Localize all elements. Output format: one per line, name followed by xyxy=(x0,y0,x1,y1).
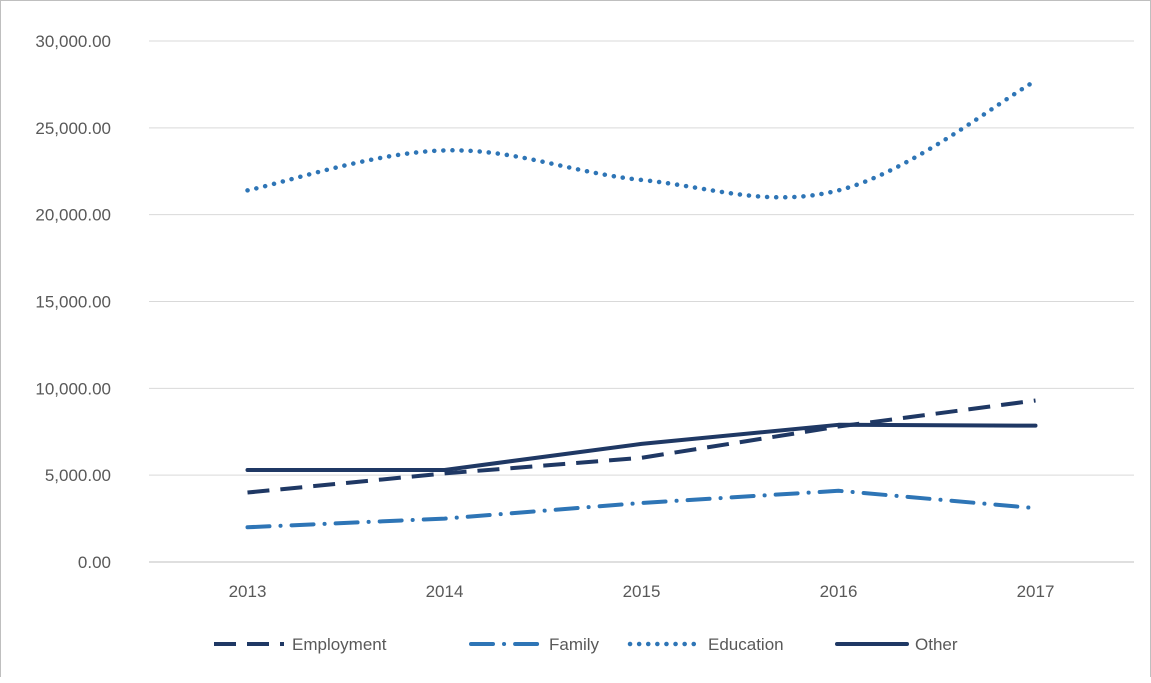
x-tick-label: 2015 xyxy=(623,582,661,601)
y-tick-label: 25,000.00 xyxy=(35,119,111,138)
gridlines xyxy=(149,40,1134,563)
y-tick-label: 5,000.00 xyxy=(45,466,111,485)
x-tick-label: 2014 xyxy=(426,582,464,601)
legend-label-family: Family xyxy=(549,635,600,654)
series-lines xyxy=(245,78,1038,530)
y-tick-label: 0.00 xyxy=(78,553,111,572)
x-tick-label: 2013 xyxy=(229,582,267,601)
series-line-education xyxy=(245,78,1038,200)
x-tick-label: 2016 xyxy=(820,582,858,601)
series-line-other xyxy=(245,422,1038,472)
y-tick-label: 10,000.00 xyxy=(35,379,111,398)
x-tick-label: 2017 xyxy=(1017,582,1055,601)
x-axis-tick-labels: 2013 2014 2015 2016 2017 xyxy=(229,582,1055,601)
y-axis-tick-labels: 0.00 5,000.00 10,000.00 15,000.00 20,000.00 2… xyxy=(35,32,111,572)
legend-label-employment: Employment xyxy=(292,635,387,654)
y-tick-label: 15,000.00 xyxy=(35,293,111,312)
legend-label-education: Education xyxy=(708,635,784,654)
y-tick-label: 30,000.00 xyxy=(35,32,111,51)
series-line-employment xyxy=(247,398,1036,495)
y-tick-label: 20,000.00 xyxy=(35,206,111,225)
series-line-family xyxy=(245,488,1038,530)
legend-label-other: Other xyxy=(915,635,958,654)
legend: Employment Family Education Other xyxy=(214,635,958,654)
